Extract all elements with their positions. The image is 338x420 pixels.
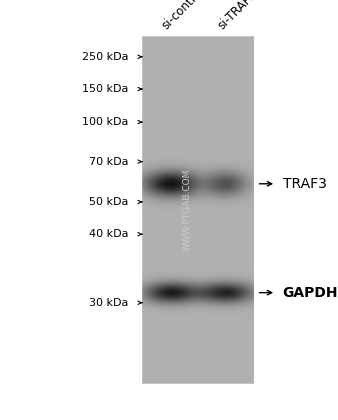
Text: 40 kDa: 40 kDa: [89, 229, 128, 239]
Text: 250 kDa: 250 kDa: [82, 52, 128, 62]
Text: TRAF3: TRAF3: [283, 177, 327, 191]
Text: 30 kDa: 30 kDa: [89, 298, 128, 308]
Text: GAPDH: GAPDH: [283, 286, 338, 299]
Text: 70 kDa: 70 kDa: [89, 157, 128, 167]
Text: 50 kDa: 50 kDa: [89, 197, 128, 207]
Text: 150 kDa: 150 kDa: [82, 84, 128, 94]
Text: si-control: si-control: [160, 0, 208, 33]
Text: si-TRAF3: si-TRAF3: [215, 0, 259, 33]
Text: 100 kDa: 100 kDa: [82, 117, 128, 127]
Text: WWW.PTGAB.COM: WWW.PTGAB.COM: [183, 169, 192, 251]
